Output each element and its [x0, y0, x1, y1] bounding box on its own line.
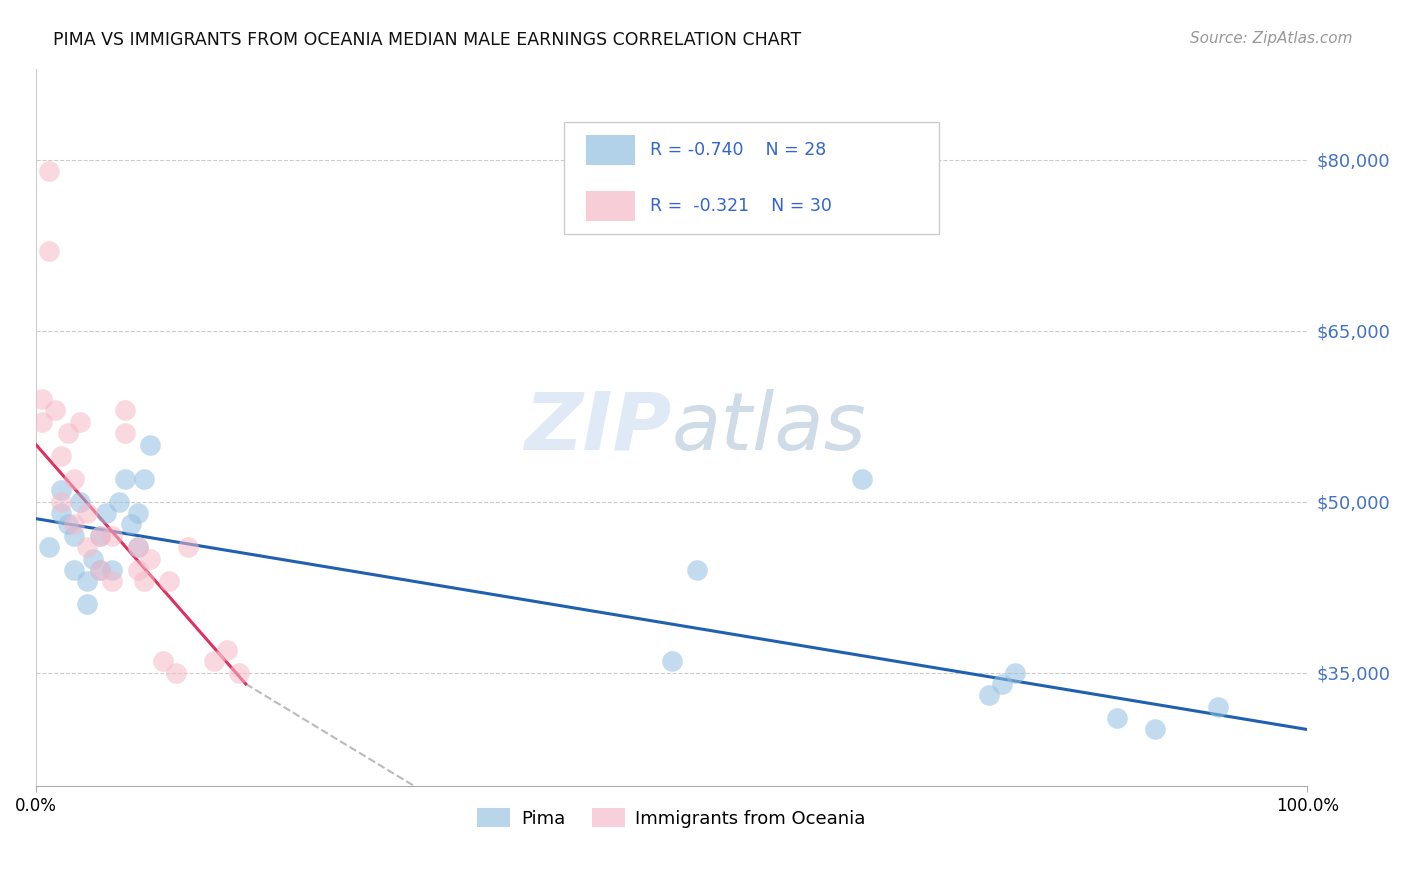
Point	[89, 563, 111, 577]
Text: PIMA VS IMMIGRANTS FROM OCEANIA MEDIAN MALE EARNINGS CORRELATION CHART: PIMA VS IMMIGRANTS FROM OCEANIA MEDIAN M…	[53, 31, 801, 49]
Point	[51, 449, 73, 463]
Point	[38, 244, 60, 258]
Point	[202, 654, 225, 668]
Point	[38, 540, 60, 554]
Point	[56, 517, 79, 532]
Text: ZIP: ZIP	[524, 389, 672, 467]
Point	[63, 563, 86, 577]
Point	[63, 472, 86, 486]
Point	[991, 677, 1014, 691]
Point	[51, 506, 73, 520]
Point	[101, 529, 124, 543]
Point	[228, 665, 250, 680]
Point	[1105, 711, 1128, 725]
Point	[31, 392, 53, 406]
Point	[69, 415, 91, 429]
Point	[89, 529, 111, 543]
Point	[159, 574, 181, 589]
Point	[82, 551, 104, 566]
Point	[101, 563, 124, 577]
Text: atlas: atlas	[672, 389, 866, 467]
Point	[1143, 723, 1166, 737]
Point	[114, 426, 136, 441]
Point	[661, 654, 683, 668]
Point	[38, 164, 60, 178]
Point	[127, 540, 149, 554]
Point	[76, 597, 98, 611]
Point	[132, 574, 155, 589]
Point	[51, 483, 73, 498]
Point	[686, 563, 709, 577]
Point	[152, 654, 174, 668]
Bar	[586, 136, 634, 165]
Point	[127, 563, 149, 577]
Point	[979, 688, 1001, 702]
Point	[69, 494, 91, 508]
Point	[94, 506, 117, 520]
Point	[101, 574, 124, 589]
Point	[1206, 699, 1229, 714]
Point	[107, 494, 129, 508]
Point	[114, 403, 136, 417]
Point	[44, 403, 66, 417]
Point	[63, 517, 86, 532]
Point	[851, 472, 873, 486]
Legend: Pima, Immigrants from Oceania: Pima, Immigrants from Oceania	[470, 801, 873, 835]
Point	[31, 415, 53, 429]
Point	[89, 563, 111, 577]
Point	[139, 437, 162, 451]
Point	[51, 494, 73, 508]
Point	[1004, 665, 1026, 680]
Point	[139, 551, 162, 566]
Point	[63, 529, 86, 543]
Text: Source: ZipAtlas.com: Source: ZipAtlas.com	[1189, 31, 1353, 46]
Point	[56, 426, 79, 441]
Point	[89, 529, 111, 543]
Point	[76, 574, 98, 589]
Text: R = -0.740    N = 28: R = -0.740 N = 28	[650, 141, 827, 160]
Point	[76, 506, 98, 520]
Point	[132, 472, 155, 486]
Point	[120, 517, 142, 532]
Text: R =  -0.321    N = 30: R = -0.321 N = 30	[650, 196, 832, 215]
Point	[127, 540, 149, 554]
Point	[177, 540, 200, 554]
Point	[76, 540, 98, 554]
Bar	[586, 191, 634, 220]
Point	[114, 472, 136, 486]
FancyBboxPatch shape	[564, 122, 939, 234]
Point	[127, 506, 149, 520]
Point	[165, 665, 187, 680]
Point	[215, 642, 238, 657]
